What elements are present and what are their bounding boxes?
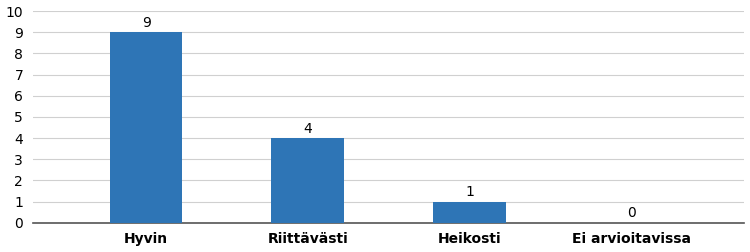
Text: 0: 0 (627, 206, 635, 220)
Text: 1: 1 (465, 185, 474, 199)
Bar (433, 202, 506, 223)
Text: 9: 9 (142, 16, 151, 30)
Text: 4: 4 (304, 121, 312, 136)
Bar (272, 138, 344, 223)
Bar (110, 32, 182, 223)
